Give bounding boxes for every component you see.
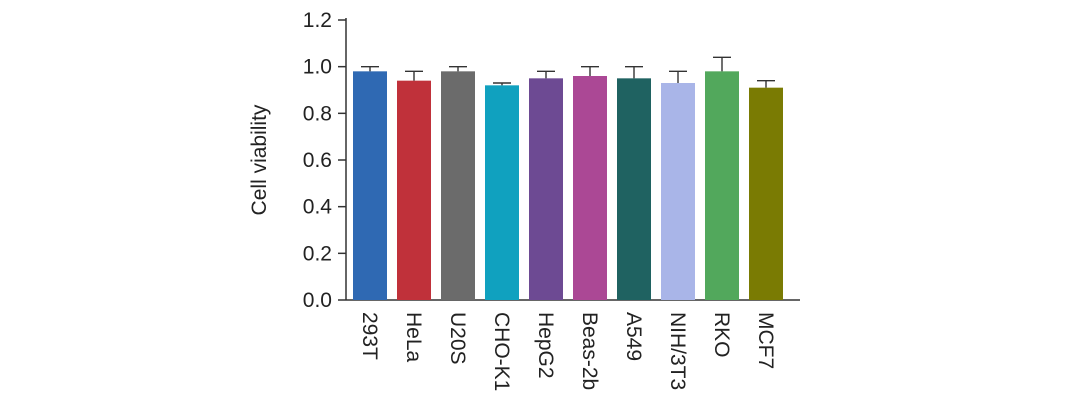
- bar-nih-3t3: [661, 83, 695, 300]
- y-tick-label: 0.0: [303, 289, 332, 312]
- y-tick-label: 0.8: [303, 102, 332, 125]
- x-tick-label: 293T: [358, 312, 381, 360]
- x-tick-label: Beas-2b: [578, 312, 601, 390]
- bar-mcf7: [749, 87, 783, 301]
- y-ticks: 0.0 0.2 0.4 0.6 0.8 1.0 1.2: [303, 9, 346, 312]
- bar-a549: [617, 78, 651, 300]
- x-tick-label: U20S: [446, 312, 469, 365]
- y-tick-label: 1.0: [303, 56, 332, 79]
- bar-hepg2: [529, 78, 563, 300]
- bar-cho-k1: [485, 85, 519, 300]
- bars: [353, 71, 783, 301]
- y-tick-label: 0.4: [303, 196, 333, 219]
- bar-hela: [397, 80, 431, 301]
- y-tick-label: 1.2: [303, 9, 332, 32]
- bar-beas-2b: [573, 76, 607, 300]
- y-axis-title: Cell viability: [248, 104, 271, 215]
- x-tick-label: A549: [622, 312, 645, 361]
- x-tick-label: HeLa: [402, 312, 425, 363]
- y-tick-label: 0.2: [303, 242, 332, 265]
- error-bars: [361, 56, 775, 88]
- x-tick-label: HepG2: [534, 312, 557, 379]
- bar-u20s: [441, 71, 475, 300]
- x-tick-label: CHO-K1: [490, 312, 513, 391]
- x-tick-label: RKO: [710, 312, 733, 358]
- bar-rko: [705, 71, 739, 300]
- x-tick-labels: 293T HeLa U20S CHO-K1 HepG2 Beas-2b A549 NIH/3T…: [358, 312, 777, 391]
- y-tick-label: 0.6: [303, 149, 332, 172]
- bar-293t: [353, 71, 387, 300]
- x-tick-label: NIH/3T3: [666, 312, 689, 390]
- x-tick-label: MCF7: [754, 312, 777, 369]
